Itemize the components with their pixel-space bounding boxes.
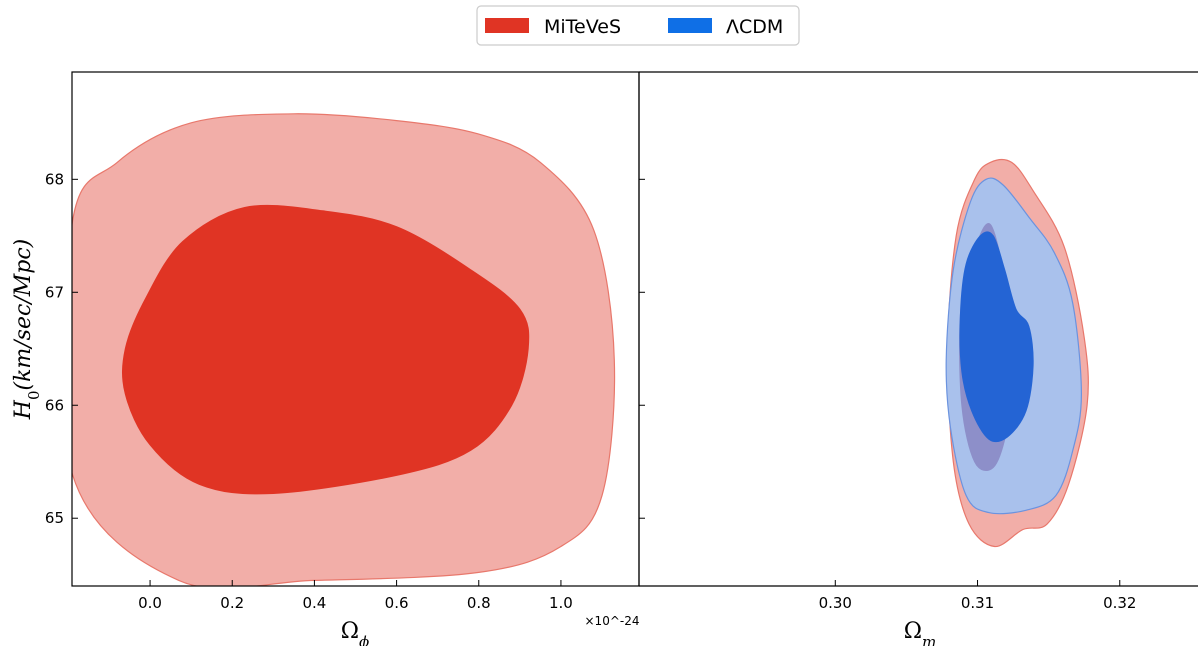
right-ticks: 0.30 0.31 0.32 xyxy=(819,580,1136,612)
y-tick-label: 66 xyxy=(45,396,64,414)
x-tick-label: 0.0 xyxy=(138,594,162,612)
x-tick-label: 0.4 xyxy=(302,594,326,612)
y-tick-label: 68 xyxy=(45,170,64,188)
x-tick-label: 0.30 xyxy=(819,594,852,612)
right-contours xyxy=(945,158,1089,548)
x-tick-label: 0.8 xyxy=(467,594,491,612)
x-tick-label: 0.6 xyxy=(385,594,409,612)
x-tick-label: 0.31 xyxy=(961,594,994,612)
right-panel: 0.30 0.31 0.32 Ωm xyxy=(638,71,1198,646)
legend-frame xyxy=(476,5,800,46)
x-offset-label: ×10^-24 xyxy=(585,614,640,628)
x-tick-label: 0.32 xyxy=(1103,594,1136,612)
y-tick-label: 65 xyxy=(45,509,64,527)
right-axes-frame xyxy=(638,71,1198,587)
legend-swatch-lcdm xyxy=(668,18,712,33)
left-ticks: 0.0 0.2 0.4 0.6 0.8 1.0 65 66 67 68 xyxy=(45,170,645,612)
left-panel: 0.0 0.2 0.4 0.6 0.8 1.0 65 66 67 68 ×10^-24 Ωϕ H0… xyxy=(11,71,645,646)
x-tick-label: 1.0 xyxy=(549,594,573,612)
y-axis-label: H0(km/sec/Mpc) xyxy=(11,239,43,420)
legend: MiTeVeS ΛCDM xyxy=(476,5,800,46)
x-tick-label: 0.2 xyxy=(220,594,244,612)
left-x-axis-label: Ωϕ xyxy=(341,619,369,646)
contour-cdm-68-1-3 xyxy=(959,231,1034,443)
legend-label-lcdm: ΛCDM xyxy=(726,16,783,38)
contour-miteves-68-0-1 xyxy=(121,204,530,495)
legend-swatch-mitoves xyxy=(485,18,529,33)
left-contours xyxy=(72,113,616,586)
legend-label-mitoves: MiTeVeS xyxy=(544,16,621,38)
right-x-axis-label: Ωm xyxy=(904,619,936,646)
y-tick-label: 67 xyxy=(45,283,64,301)
